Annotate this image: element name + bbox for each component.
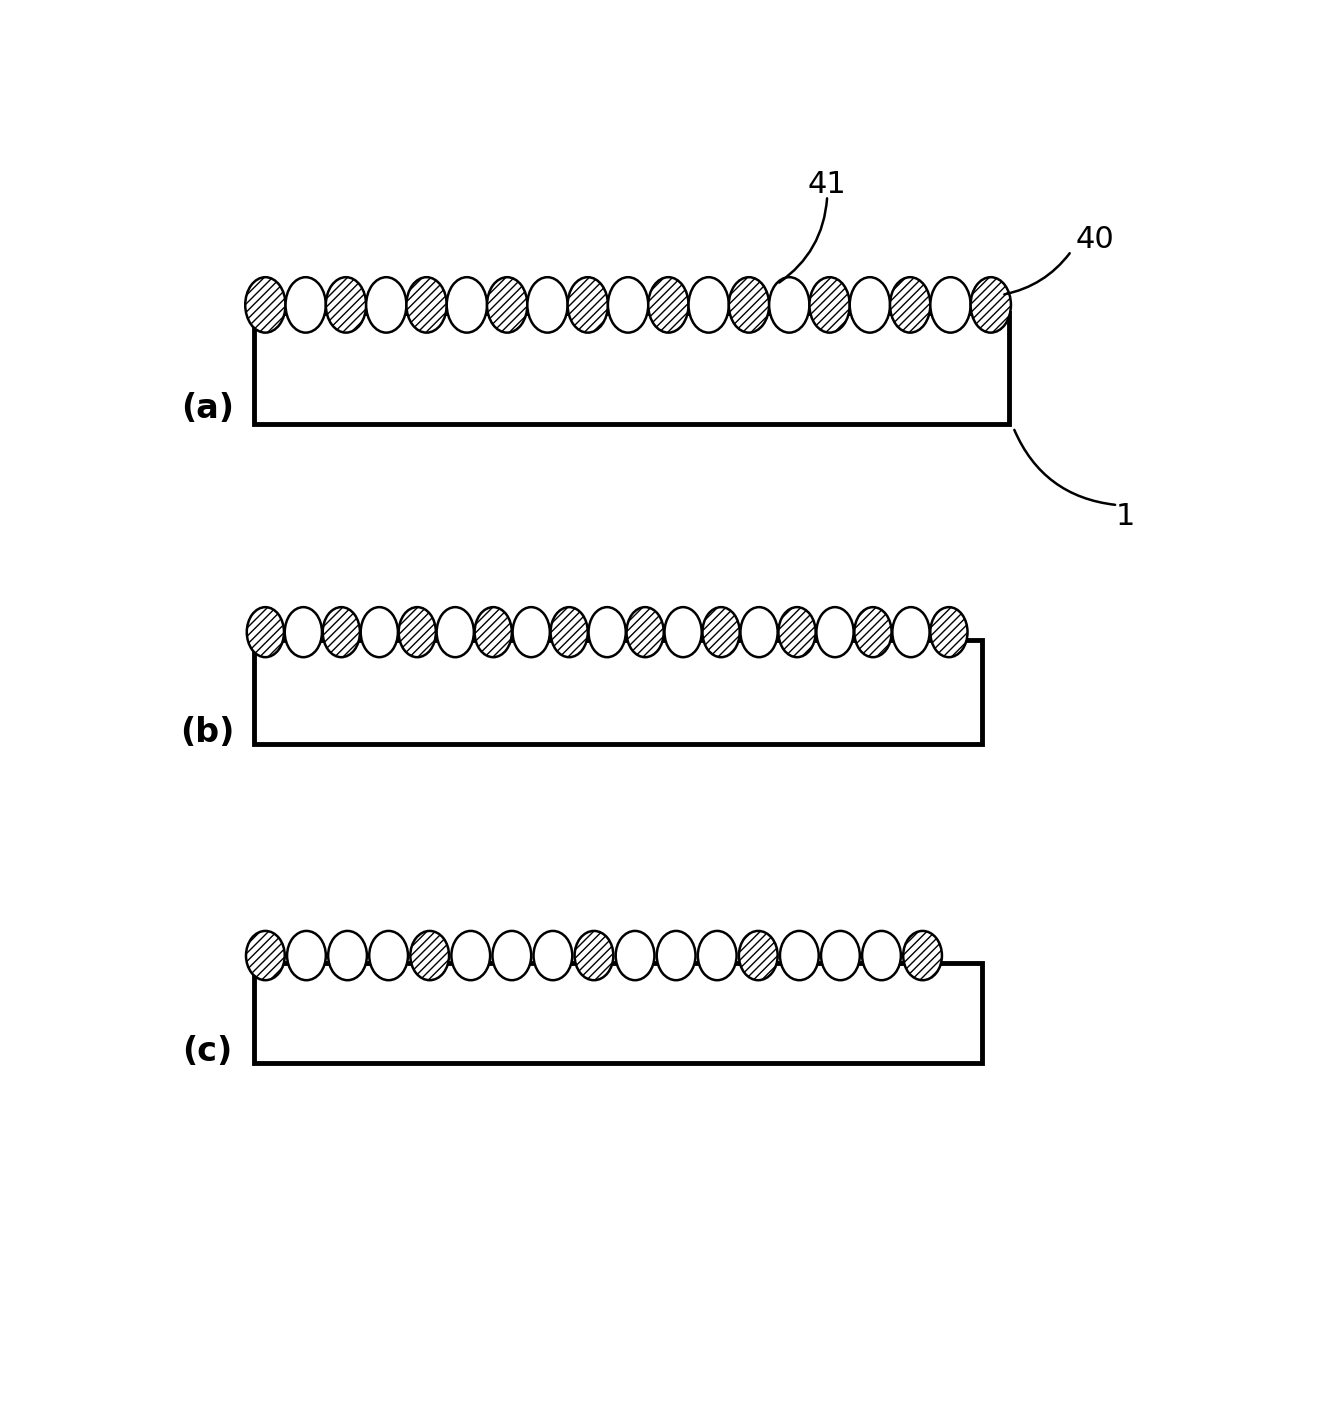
Ellipse shape	[246, 932, 284, 980]
Text: 40: 40	[1075, 225, 1114, 254]
Text: (b): (b)	[180, 716, 234, 749]
Ellipse shape	[893, 607, 930, 657]
Ellipse shape	[930, 277, 971, 333]
Ellipse shape	[361, 607, 398, 657]
Ellipse shape	[855, 607, 892, 657]
Ellipse shape	[589, 607, 626, 657]
Ellipse shape	[740, 607, 777, 657]
Ellipse shape	[493, 932, 531, 980]
Ellipse shape	[689, 277, 728, 333]
Ellipse shape	[615, 932, 655, 980]
Text: 1: 1	[1115, 502, 1135, 532]
Bar	[254, 640, 982, 744]
Ellipse shape	[627, 607, 664, 657]
Ellipse shape	[487, 277, 527, 333]
Ellipse shape	[739, 932, 777, 980]
Bar	[254, 963, 982, 1064]
Ellipse shape	[551, 607, 587, 657]
Ellipse shape	[568, 277, 608, 333]
Ellipse shape	[284, 607, 321, 657]
Ellipse shape	[648, 277, 689, 333]
Ellipse shape	[369, 932, 408, 980]
Ellipse shape	[778, 607, 815, 657]
Ellipse shape	[769, 277, 810, 333]
Ellipse shape	[411, 932, 449, 980]
Ellipse shape	[533, 932, 573, 980]
Ellipse shape	[810, 277, 849, 333]
Ellipse shape	[452, 932, 490, 980]
Ellipse shape	[574, 932, 614, 980]
Ellipse shape	[437, 607, 474, 657]
Ellipse shape	[245, 277, 286, 333]
Ellipse shape	[474, 607, 512, 657]
Ellipse shape	[328, 932, 367, 980]
Ellipse shape	[527, 277, 568, 333]
Ellipse shape	[903, 932, 942, 980]
Ellipse shape	[728, 277, 769, 333]
Ellipse shape	[930, 607, 968, 657]
Ellipse shape	[702, 607, 740, 657]
Ellipse shape	[407, 277, 446, 333]
Ellipse shape	[817, 607, 853, 657]
Text: (c): (c)	[182, 1035, 232, 1068]
Ellipse shape	[863, 932, 901, 980]
Ellipse shape	[287, 932, 325, 980]
Ellipse shape	[286, 277, 325, 333]
Ellipse shape	[366, 277, 407, 333]
Ellipse shape	[780, 932, 819, 980]
Ellipse shape	[512, 607, 549, 657]
Ellipse shape	[399, 607, 436, 657]
Ellipse shape	[323, 607, 360, 657]
Text: 41: 41	[807, 170, 847, 199]
Ellipse shape	[657, 932, 695, 980]
Ellipse shape	[325, 277, 366, 333]
Ellipse shape	[698, 932, 736, 980]
Ellipse shape	[820, 932, 860, 980]
Ellipse shape	[446, 277, 487, 333]
Ellipse shape	[608, 277, 648, 333]
Ellipse shape	[971, 277, 1011, 333]
Ellipse shape	[665, 607, 702, 657]
Ellipse shape	[849, 277, 890, 333]
Ellipse shape	[246, 607, 284, 657]
Text: (a): (a)	[180, 393, 233, 425]
Bar	[254, 312, 1009, 424]
Ellipse shape	[890, 277, 930, 333]
